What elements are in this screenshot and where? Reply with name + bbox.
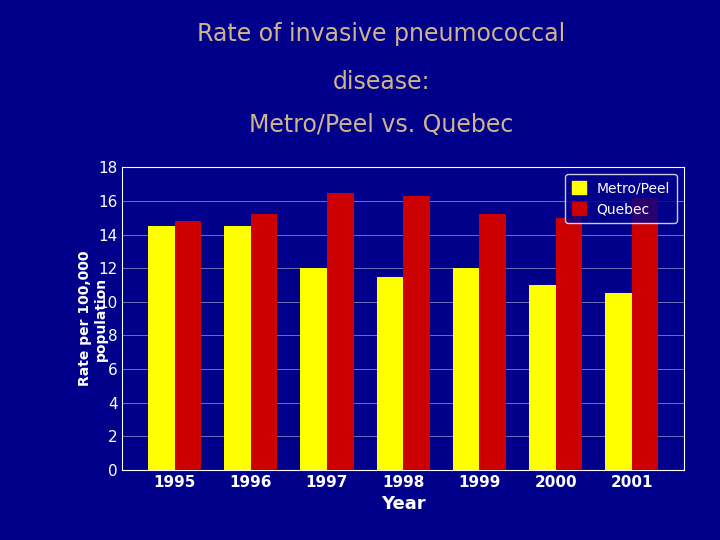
Bar	[224, 226, 251, 470]
Bar	[529, 285, 556, 470]
Bar	[556, 218, 582, 470]
Bar	[251, 214, 277, 470]
Bar	[480, 214, 506, 470]
Text: disease:: disease:	[333, 70, 431, 94]
Bar	[632, 198, 659, 470]
Bar	[327, 193, 354, 470]
Legend: Metro/Peel, Quebec: Metro/Peel, Quebec	[564, 174, 677, 223]
Bar	[300, 268, 327, 470]
Text: Rate of invasive pneumococcal: Rate of invasive pneumococcal	[197, 22, 566, 45]
Bar	[148, 226, 174, 470]
Text: Metro/Peel vs. Quebec: Metro/Peel vs. Quebec	[249, 113, 514, 137]
Bar	[605, 293, 632, 470]
Bar	[377, 276, 403, 470]
Bar	[403, 196, 430, 470]
Y-axis label: Rate per 100,000
population: Rate per 100,000 population	[78, 251, 108, 386]
X-axis label: Year: Year	[381, 495, 426, 513]
Bar	[453, 268, 480, 470]
Bar	[174, 221, 202, 470]
